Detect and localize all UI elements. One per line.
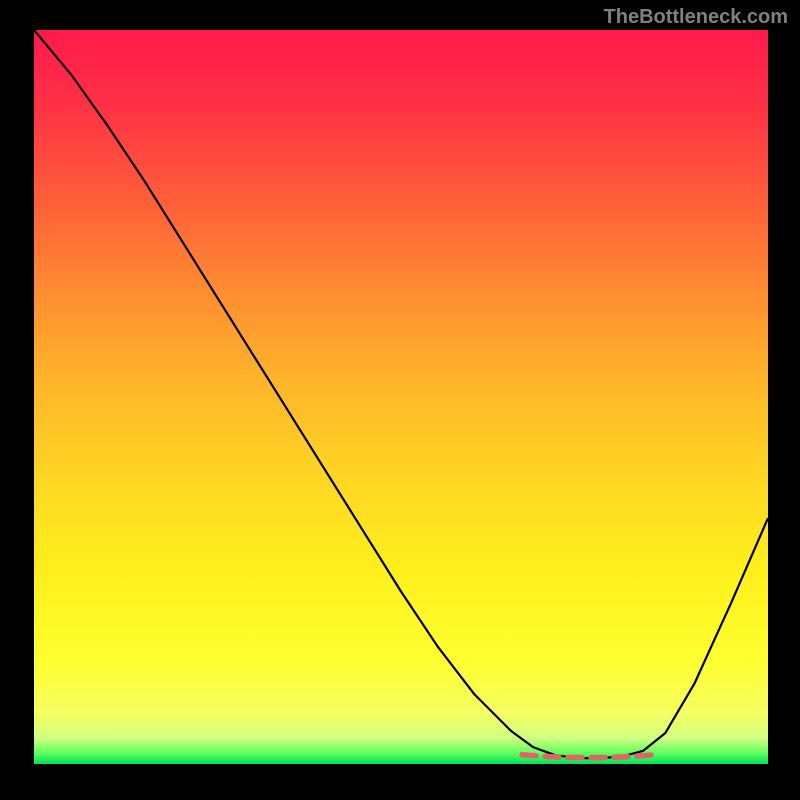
gradient-background (34, 30, 768, 764)
watermark-text: TheBottleneck.com (604, 6, 788, 29)
plot-area (34, 30, 768, 764)
chart-container: TheBottleneck.com (0, 0, 800, 800)
